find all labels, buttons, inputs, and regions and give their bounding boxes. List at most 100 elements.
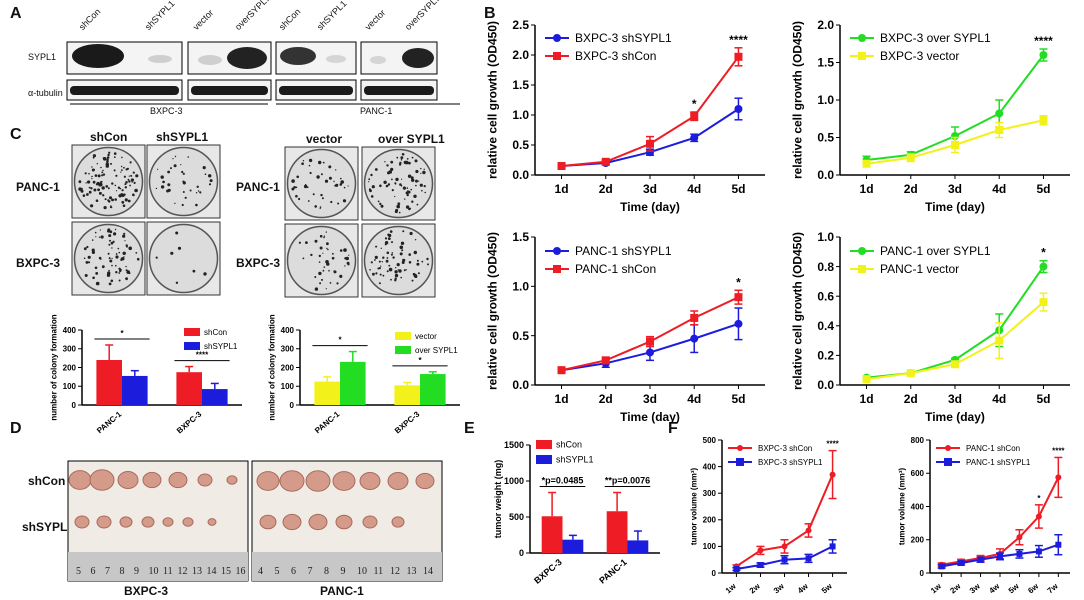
colony-dot <box>372 272 375 276</box>
x-tick-label: 2d <box>904 392 918 406</box>
colony-dot <box>109 230 113 234</box>
legend-label: PANC-1 shCon <box>575 262 656 276</box>
colony-dot <box>107 199 110 202</box>
legend-marker <box>553 265 561 273</box>
colony-dot <box>95 272 99 275</box>
data-point <box>995 109 1004 118</box>
colony-dot <box>321 197 324 200</box>
x-tick-label: 1w <box>929 581 944 595</box>
ruler-number: 13 <box>192 566 202 577</box>
significance-mark: **** <box>826 440 839 449</box>
colony-dot <box>348 254 350 256</box>
x-tick-label: BXPC-3 <box>532 557 564 586</box>
colony-dot <box>395 267 397 269</box>
colony-dot <box>406 193 409 197</box>
y-tick-label: 200 <box>911 536 925 545</box>
significance-mark: * <box>1041 246 1046 260</box>
colony-dot <box>319 206 322 208</box>
data-point <box>1055 541 1062 548</box>
colony-dot <box>392 256 395 259</box>
blot-images <box>66 41 460 105</box>
colony-dot <box>196 185 199 188</box>
colony-dot <box>374 168 378 171</box>
dish <box>286 225 357 296</box>
colony-dot <box>383 180 387 184</box>
y-tick-label: 1.5 <box>817 56 834 70</box>
colony-dot <box>411 200 414 203</box>
colony-dot <box>402 230 405 233</box>
y-tick-label: 2.5 <box>512 18 529 32</box>
legend-swatch <box>395 332 411 340</box>
colony-dot <box>175 281 179 284</box>
colony-dot <box>88 190 92 194</box>
colony-dot <box>100 166 102 169</box>
data-point <box>1039 262 1048 271</box>
colony-dot <box>172 158 174 160</box>
tumor <box>142 471 162 489</box>
colony-dot <box>106 156 110 159</box>
colony-dot <box>416 262 420 266</box>
xeno-group-label: BXPC-3 <box>124 584 169 598</box>
y-tick-label: 0.5 <box>512 138 529 152</box>
colony-dot <box>100 235 104 239</box>
colony-dot <box>203 272 207 276</box>
y-tick-label: 2.0 <box>512 48 529 62</box>
ruler-number: 7 <box>105 566 110 577</box>
colony-dot <box>110 279 114 283</box>
colony-dot <box>90 204 94 208</box>
colony-dot <box>121 189 124 192</box>
colony-dot <box>108 151 111 154</box>
y-axis-label: tumor volume (mm³) <box>689 468 698 546</box>
y-tick-label: 100 <box>63 382 77 391</box>
y-tick-label: 0.6 <box>817 289 834 303</box>
data-point <box>690 313 699 322</box>
y-tick-label: 0.0 <box>817 378 834 392</box>
colony-dot <box>314 205 318 208</box>
colony-dot <box>322 269 325 272</box>
x-tick-label: PANC-1 <box>313 409 342 435</box>
colony-dot <box>312 193 315 196</box>
data-point <box>1035 513 1042 520</box>
x-tick-label: 1w <box>724 581 739 595</box>
colony-dot <box>121 257 125 261</box>
colony-dot <box>124 186 128 189</box>
x-tick-label: 2d <box>599 182 613 196</box>
colony-header: shSYPL1 <box>156 130 209 144</box>
colony-dot <box>400 159 403 161</box>
colony-dot <box>209 179 213 183</box>
colony-dot <box>122 234 126 238</box>
ruler-number: 10 <box>357 566 367 577</box>
colony-dot <box>166 189 170 193</box>
colony-dot <box>408 207 411 211</box>
blot-band <box>148 55 172 63</box>
legend-swatch <box>395 346 411 354</box>
colony-dot <box>391 178 393 181</box>
colony-dot <box>344 265 346 267</box>
colony-dot <box>337 202 340 205</box>
x-tick-label: 5d <box>1036 182 1050 196</box>
significance-mark: **** <box>1052 446 1065 455</box>
colony-dot <box>134 188 138 193</box>
y-axis-label: tumor volume (mm³) <box>897 468 906 546</box>
legend-swatch <box>184 328 200 336</box>
colony-dot <box>378 282 381 285</box>
legend-marker <box>858 265 866 273</box>
colony-dot <box>327 248 329 251</box>
bar <box>606 511 628 553</box>
colony-dot <box>129 161 132 164</box>
data-point <box>977 556 984 563</box>
colony-dot <box>394 183 397 185</box>
colony-dot <box>345 256 349 261</box>
colony-dot <box>408 261 412 264</box>
data-point <box>805 555 812 562</box>
x-tick-label: PANC-1 <box>597 557 629 586</box>
bar <box>96 360 122 405</box>
colony-dot <box>409 231 413 236</box>
data-point <box>862 159 871 168</box>
dish <box>286 148 357 219</box>
legend-label: shSYPL1 <box>204 342 238 351</box>
ruler <box>252 552 442 581</box>
ruler-number: 14 <box>207 566 217 577</box>
